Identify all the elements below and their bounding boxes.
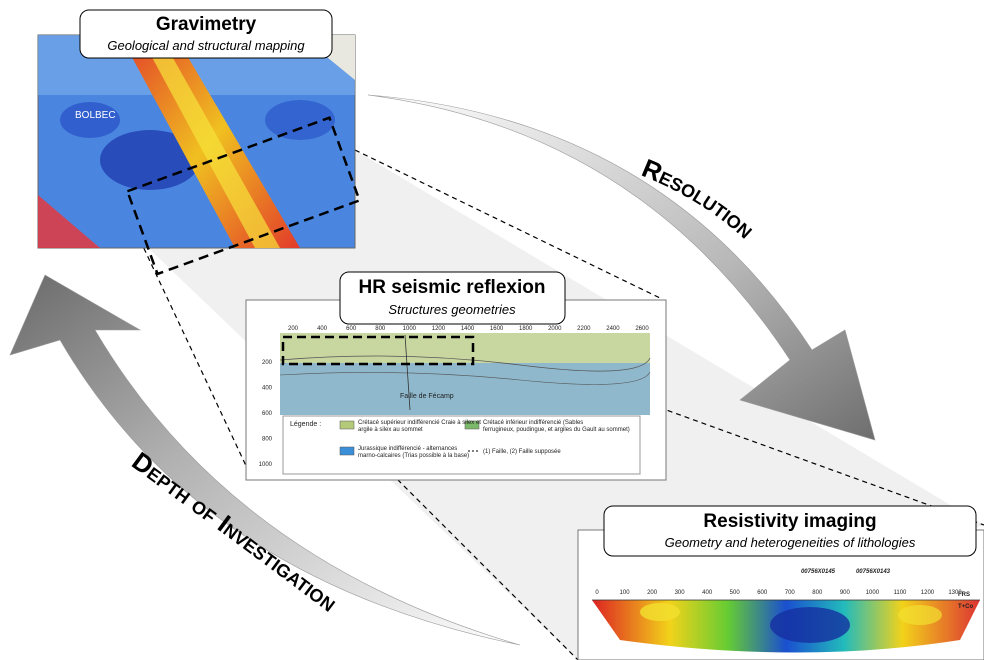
seismic-top-tick: 2600 (635, 326, 649, 332)
seismic-top-tick: 1000 (403, 326, 417, 332)
seismic-top-tick: 1400 (461, 326, 475, 332)
seismic-top-tick: 600 (346, 326, 357, 332)
depth-arrow (9, 274, 521, 646)
legend-item: Jurassique indifférencié - alternances ma… (358, 446, 469, 459)
resistivity-tick: 1300 (948, 590, 962, 596)
resistivity-tick: 1000 (866, 590, 880, 596)
resistivity-tick: 100 (620, 590, 631, 596)
seismic-panel (245, 299, 667, 481)
map-place: BOLBEC (75, 110, 116, 121)
seismic-left-tick: 800 (262, 437, 273, 443)
resistivity-title: Resistivity imaging (703, 511, 876, 532)
dashed-link (354, 149, 661, 299)
side-label: FRS (958, 592, 970, 598)
seismic-left-tick: 600 (262, 411, 273, 417)
seismic-top-tick: 1800 (519, 326, 533, 332)
seismic-left-tick: 200 (262, 360, 273, 366)
fault-label: Faille de Fécamp (400, 393, 454, 400)
resistivity-tick: 700 (785, 590, 796, 596)
well-label: 00756X0143 (856, 569, 891, 575)
legend-item: Crétacé supérieur indifférencié Craie à … (358, 420, 481, 433)
seismic-top-tick: 200 (288, 326, 299, 332)
seismic-top-tick: 400 (317, 326, 328, 332)
gravimetry-map: BOLBEC (37, 34, 362, 276)
resistivity-tick: 800 (812, 590, 823, 596)
seismic-top-tick: 2400 (606, 326, 620, 332)
seismic-subtitle: Structures geometries (388, 302, 516, 317)
resistivity-tick: 300 (675, 590, 686, 596)
resolution-arrow (367, 94, 876, 441)
resistivity-tick: 200 (647, 590, 658, 596)
seismic-left-tick: 1000 (259, 462, 273, 468)
resistivity-tick: 1100 (893, 590, 907, 596)
seismic-top-tick: 1200 (432, 326, 446, 332)
gravimetry-title: Gravimetry (156, 14, 257, 35)
legend-heading: Légende : (290, 421, 321, 428)
resistivity-tick: 0 (595, 590, 599, 596)
legend-item: Crétacé inférieur indifférencié (Sables f… (483, 420, 630, 433)
seismic-title-box (339, 271, 566, 325)
resistivity-tick: 600 (757, 590, 768, 596)
seismic-left-tick: 400 (262, 386, 273, 392)
resistivity-subtitle: Geometry and heterogeneities of litholog… (665, 535, 916, 550)
dashed-link (139, 239, 249, 471)
well-label: 00756X0145 (801, 569, 836, 575)
resistivity-title-box (603, 505, 977, 557)
resistivity-tick: 500 (730, 590, 741, 596)
seismic-title: HR seismic reflexion (359, 277, 546, 298)
gravimetry-title-box (79, 9, 333, 59)
seismic-top-tick: 2000 (548, 326, 562, 332)
gravimetry-subtitle: Geological and structural mapping (107, 38, 305, 53)
resistivity-tick: 1200 (921, 590, 935, 596)
seismic-top-tick: 1600 (490, 326, 504, 332)
seismic-top-tick: 2200 (577, 326, 591, 332)
resistivity-tick: 900 (840, 590, 851, 596)
seismic-top-tick: 800 (375, 326, 386, 332)
side-label: T+Co (958, 604, 974, 610)
dashed-link (282, 364, 579, 660)
legend-item: (1) Faille, (2) Faille supposée (483, 449, 561, 455)
resistivity-tick: 400 (702, 590, 713, 596)
